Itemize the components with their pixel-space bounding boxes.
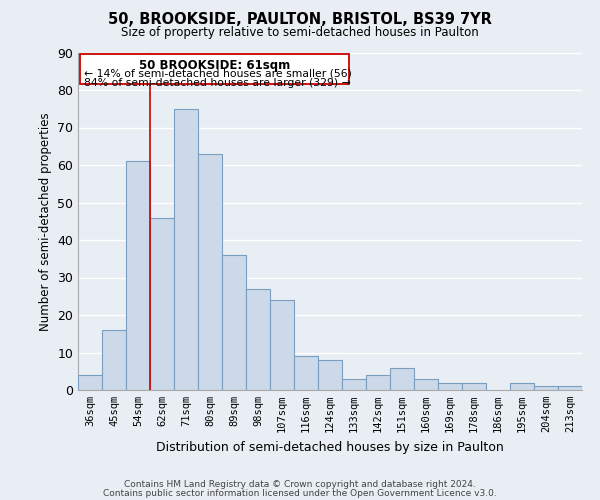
Bar — [126, 161, 150, 390]
Text: Size of property relative to semi-detached houses in Paulton: Size of property relative to semi-detach… — [121, 26, 479, 39]
Text: 84% of semi-detached houses are larger (329) →: 84% of semi-detached houses are larger (… — [84, 78, 351, 88]
Bar — [150, 218, 174, 390]
Bar — [222, 255, 246, 390]
Bar — [78, 375, 102, 390]
Text: 50, BROOKSIDE, PAULTON, BRISTOL, BS39 7YR: 50, BROOKSIDE, PAULTON, BRISTOL, BS39 7Y… — [108, 12, 492, 28]
Bar — [558, 386, 582, 390]
Bar — [510, 382, 534, 390]
FancyBboxPatch shape — [80, 54, 349, 84]
Text: 50 BROOKSIDE: 61sqm: 50 BROOKSIDE: 61sqm — [139, 59, 290, 72]
Bar — [438, 382, 462, 390]
Text: ← 14% of semi-detached houses are smaller (56): ← 14% of semi-detached houses are smalle… — [84, 68, 352, 78]
Bar — [414, 379, 438, 390]
Bar — [342, 379, 366, 390]
Text: Contains public sector information licensed under the Open Government Licence v3: Contains public sector information licen… — [103, 490, 497, 498]
Bar — [270, 300, 294, 390]
Bar — [198, 154, 222, 390]
Bar — [294, 356, 318, 390]
Bar — [366, 375, 390, 390]
Bar — [246, 289, 270, 390]
Bar — [102, 330, 126, 390]
X-axis label: Distribution of semi-detached houses by size in Paulton: Distribution of semi-detached houses by … — [156, 440, 504, 454]
Bar — [390, 368, 414, 390]
Bar — [174, 109, 198, 390]
Bar — [318, 360, 342, 390]
Text: Contains HM Land Registry data © Crown copyright and database right 2024.: Contains HM Land Registry data © Crown c… — [124, 480, 476, 489]
Bar — [534, 386, 558, 390]
Bar — [462, 382, 486, 390]
Y-axis label: Number of semi-detached properties: Number of semi-detached properties — [38, 112, 52, 330]
